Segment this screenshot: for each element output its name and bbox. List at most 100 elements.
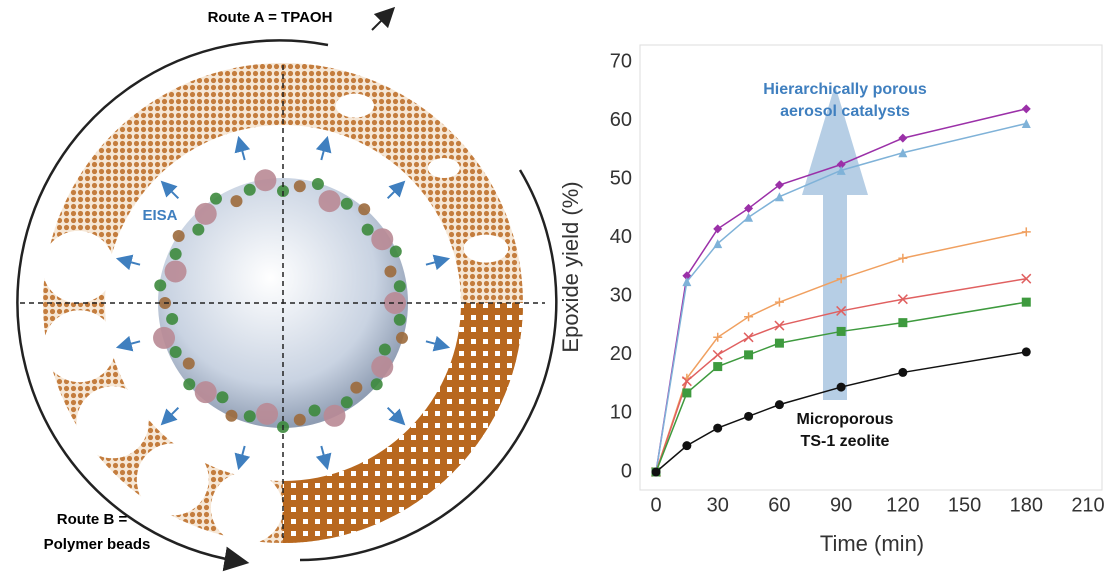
chart: 0 10 20 30 40 50 60 70 0 30 60 90 120 150 180 210 Time (… bbox=[558, 50, 1105, 556]
eisa-label: EISA bbox=[142, 207, 177, 224]
data-point bbox=[713, 224, 723, 234]
data-point bbox=[713, 239, 723, 249]
x-tick-label: 60 bbox=[768, 494, 790, 516]
plot-frame bbox=[639, 44, 1103, 491]
data-point bbox=[774, 192, 784, 202]
particle bbox=[395, 331, 408, 344]
data-point bbox=[744, 312, 754, 322]
y-axis-title: Epoxide yield (%) bbox=[558, 181, 583, 352]
x-axis-title: Time (min) bbox=[820, 531, 924, 556]
data-point bbox=[897, 294, 908, 305]
growth-arrow bbox=[315, 445, 332, 471]
particle bbox=[393, 280, 406, 293]
growth-arrow bbox=[115, 254, 141, 271]
data-point bbox=[898, 253, 908, 263]
series-line bbox=[655, 277, 1027, 473]
particle bbox=[169, 247, 182, 260]
data-point bbox=[1021, 104, 1031, 114]
particle bbox=[182, 357, 195, 370]
data-point bbox=[713, 423, 723, 433]
particle bbox=[370, 378, 383, 391]
data-point bbox=[836, 160, 846, 169]
data-point bbox=[1021, 297, 1031, 307]
growth-arrow bbox=[386, 406, 406, 426]
data-point bbox=[682, 388, 692, 398]
particle bbox=[254, 169, 277, 192]
growth-arrow bbox=[386, 180, 406, 200]
data-point bbox=[712, 349, 723, 360]
macropores bbox=[42, 93, 509, 544]
particle bbox=[340, 197, 353, 210]
x-tick-label: 120 bbox=[886, 494, 919, 516]
particle bbox=[311, 178, 324, 191]
data-point bbox=[774, 180, 784, 190]
data-point bbox=[682, 441, 692, 451]
data-point bbox=[744, 203, 754, 213]
growth-arrow bbox=[115, 335, 141, 352]
x-tick-label: 150 bbox=[948, 494, 981, 516]
particle bbox=[389, 245, 402, 258]
x-tick-label: 30 bbox=[707, 494, 729, 516]
data-point bbox=[743, 332, 754, 343]
particle bbox=[340, 396, 353, 409]
mesopore bbox=[335, 93, 375, 118]
data-point bbox=[836, 326, 846, 336]
series-line bbox=[655, 301, 1027, 473]
data-point bbox=[1021, 273, 1032, 284]
particle bbox=[323, 404, 346, 427]
macropore bbox=[76, 386, 149, 459]
y-tick-label: 60 bbox=[610, 109, 632, 131]
particle bbox=[243, 410, 256, 423]
route-a-arrow bbox=[371, 6, 396, 31]
data-point bbox=[898, 148, 908, 158]
trend-arrow bbox=[802, 85, 868, 400]
annotation: aerosol catalysts bbox=[780, 103, 910, 120]
route-b-label: Polymer beads bbox=[44, 536, 151, 553]
growth-arrow bbox=[425, 335, 451, 352]
data-point bbox=[836, 305, 847, 316]
y-tick-label: 10 bbox=[610, 402, 632, 424]
particle bbox=[293, 413, 306, 426]
particle bbox=[194, 381, 217, 404]
annotation: Microporous bbox=[797, 411, 894, 428]
annotation: TS-1 zeolite bbox=[801, 433, 890, 450]
particle bbox=[183, 378, 196, 391]
growth-arrow bbox=[160, 180, 180, 200]
data-point bbox=[1021, 227, 1031, 237]
particle bbox=[209, 192, 222, 205]
y-tick-label: 50 bbox=[610, 167, 632, 189]
data-point bbox=[744, 350, 754, 360]
data-point bbox=[774, 338, 784, 348]
data-point bbox=[774, 297, 784, 307]
route-arrow bbox=[16, 39, 329, 572]
route-arc bbox=[299, 169, 558, 562]
particle bbox=[371, 355, 394, 378]
x-tick-label: 180 bbox=[1010, 494, 1043, 516]
data-point bbox=[682, 277, 692, 287]
particle bbox=[153, 326, 176, 349]
series-line bbox=[655, 231, 1027, 473]
particle bbox=[216, 391, 229, 404]
macropore bbox=[43, 310, 116, 383]
particle bbox=[243, 183, 256, 196]
data-point bbox=[898, 367, 908, 377]
series-line bbox=[655, 122, 1027, 473]
data-point bbox=[1021, 119, 1031, 128]
particle bbox=[256, 402, 279, 425]
data-point bbox=[713, 332, 723, 342]
diagram: Route A = TPAOH Route B = Polymer beads … bbox=[16, 6, 558, 572]
data-point bbox=[744, 212, 754, 222]
macropore bbox=[42, 230, 115, 303]
particle bbox=[358, 203, 371, 216]
y-tick-label: 0 bbox=[621, 460, 632, 482]
data-point bbox=[836, 165, 846, 175]
y-tick-label: 40 bbox=[610, 226, 632, 248]
y-tick-label: 70 bbox=[610, 50, 632, 72]
particle bbox=[164, 260, 187, 283]
particle bbox=[194, 202, 217, 225]
data-point bbox=[836, 382, 846, 392]
particle bbox=[318, 190, 341, 213]
data-point bbox=[713, 362, 723, 372]
particle bbox=[172, 229, 185, 242]
mesopore bbox=[427, 158, 460, 179]
